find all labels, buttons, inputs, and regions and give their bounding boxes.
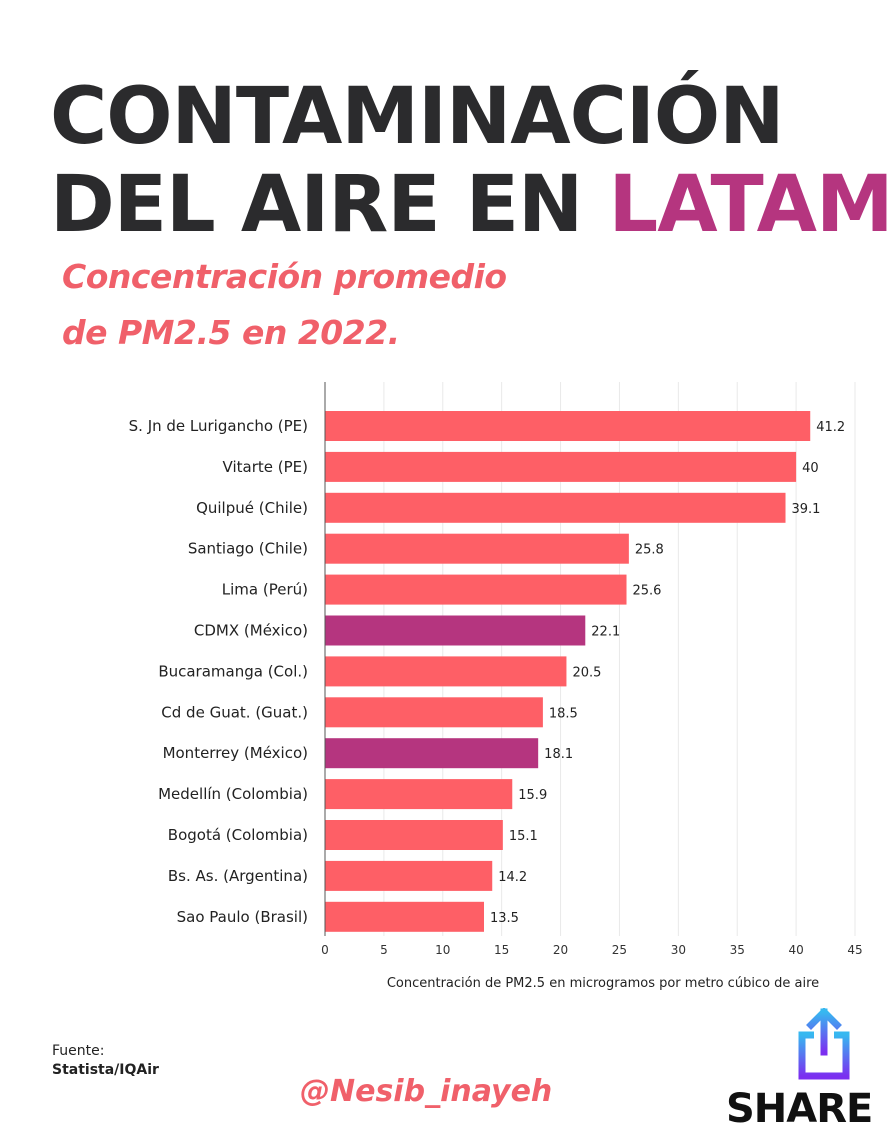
- value-label: 25.6: [633, 584, 662, 599]
- category-labels: S. Jn de Lurigancho (PE) Vitarte (PE) Quil…: [129, 417, 308, 926]
- value-label: 13.5: [490, 911, 519, 926]
- category-label: Vitarte (PE): [223, 458, 308, 476]
- value-label: 20.5: [572, 665, 601, 680]
- category-label: Bogotá (Colombia): [168, 826, 308, 844]
- bar: [325, 411, 811, 441]
- value-label: 40: [802, 461, 819, 476]
- x-tick-label: 25: [612, 943, 627, 957]
- source-label: Fuente:: [52, 1043, 105, 1059]
- category-label: Quilpué (Chile): [196, 499, 308, 517]
- bar-chart: S. Jn de Lurigancho (PE) Vitarte (PE) Quil…: [129, 382, 863, 991]
- x-tick-label: 0: [321, 943, 329, 957]
- x-tick-label: 30: [671, 943, 686, 957]
- title-accent: LATAM: [608, 160, 891, 250]
- x-axis-label: Concentración de PM2.5 en microgramos po…: [387, 976, 819, 991]
- bar: [325, 820, 503, 850]
- value-label: 22.1: [591, 625, 620, 640]
- bar: [325, 779, 513, 810]
- value-label: 18.5: [549, 706, 578, 721]
- value-label: 39.1: [792, 502, 821, 517]
- x-axis-ticks: 0 5 10 15 20 25 30 35 40 45: [321, 943, 862, 957]
- value-labels: 41.2 40 39.1 25.8 25.6 22.1 20.5 18.5 18.1 15.9 15…: [490, 420, 845, 926]
- category-label: Sao Paulo (Brasil): [177, 908, 308, 926]
- bar: [325, 615, 586, 646]
- x-tick-label: 5: [380, 943, 388, 957]
- share-icon[interactable]: [794, 1008, 854, 1082]
- share-label[interactable]: SHARE: [726, 1086, 873, 1132]
- category-label: CDMX (México): [194, 622, 308, 640]
- value-label: 41.2: [816, 420, 845, 435]
- category-label: Bs. As. (Argentina): [168, 867, 308, 885]
- value-label: 25.8: [635, 543, 664, 558]
- value-label: 18.1: [544, 747, 573, 762]
- bar: [325, 574, 627, 605]
- x-tick-label: 15: [494, 943, 509, 957]
- bar: [325, 901, 484, 932]
- category-label: Monterrey (México): [163, 744, 308, 762]
- bar: [325, 656, 567, 687]
- subtitle-line-2: de PM2.5 en 2022.: [62, 313, 400, 352]
- category-label: Medellín (Colombia): [158, 785, 308, 803]
- category-label: Bucaramanga (Col.): [158, 662, 308, 680]
- category-label: Lima (Perú): [222, 581, 308, 599]
- chart-bars: [325, 411, 811, 932]
- title-line-2: DEL AIRE EN LATAM: [50, 166, 891, 244]
- bar: [325, 451, 797, 482]
- x-tick-label: 40: [788, 943, 803, 957]
- bar: [325, 533, 629, 564]
- subtitle-line-1: Concentración promedio: [62, 257, 507, 296]
- author-handle: @Nesib_inayeh: [300, 1074, 553, 1109]
- x-tick-label: 45: [847, 943, 862, 957]
- value-label: 15.1: [509, 829, 538, 844]
- category-label: S. Jn de Lurigancho (PE): [129, 417, 308, 435]
- bar: [325, 860, 493, 891]
- category-label: Santiago (Chile): [188, 540, 308, 558]
- title-plain: DEL AIRE EN: [50, 160, 609, 250]
- bar: [325, 738, 539, 769]
- bar: [325, 697, 543, 728]
- title-line-1: CONTAMINACIÓN: [50, 72, 784, 162]
- value-label: 14.2: [498, 870, 527, 885]
- x-tick-label: 20: [553, 943, 568, 957]
- x-tick-label: 35: [730, 943, 745, 957]
- category-label: Cd de Guat. (Guat.): [161, 703, 308, 721]
- source-value: Statista/IQAir: [52, 1062, 159, 1078]
- value-label: 15.9: [518, 788, 547, 803]
- bar: [325, 492, 786, 523]
- x-tick-label: 10: [435, 943, 450, 957]
